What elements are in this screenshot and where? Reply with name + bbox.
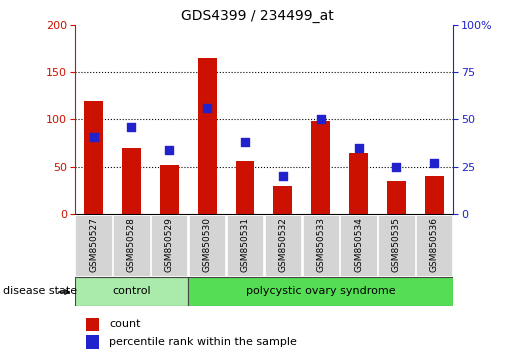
Point bbox=[241, 139, 249, 145]
Bar bbox=[86, 335, 99, 349]
Point bbox=[354, 145, 363, 151]
Bar bbox=[235, 161, 254, 214]
Text: GSM850532: GSM850532 bbox=[279, 217, 287, 272]
Bar bbox=[340, 215, 377, 275]
Text: GSM850533: GSM850533 bbox=[316, 217, 325, 272]
Bar bbox=[189, 215, 226, 275]
Text: GSM850530: GSM850530 bbox=[203, 217, 212, 272]
Bar bbox=[273, 186, 293, 214]
Point bbox=[317, 116, 325, 122]
Point bbox=[279, 173, 287, 179]
Bar bbox=[349, 153, 368, 214]
Bar bbox=[387, 181, 406, 214]
Bar bbox=[151, 215, 187, 275]
Point bbox=[165, 147, 174, 153]
Text: GSM850535: GSM850535 bbox=[392, 217, 401, 272]
Point bbox=[392, 164, 401, 170]
Bar bbox=[425, 176, 444, 214]
Text: GSM850531: GSM850531 bbox=[241, 217, 249, 272]
Text: count: count bbox=[109, 319, 141, 329]
Point bbox=[203, 105, 211, 111]
Text: disease state: disease state bbox=[3, 286, 77, 296]
Bar bbox=[188, 277, 453, 306]
Bar bbox=[311, 121, 330, 214]
Bar bbox=[160, 165, 179, 214]
Text: GSM850527: GSM850527 bbox=[89, 217, 98, 272]
Bar bbox=[75, 215, 112, 275]
Bar bbox=[75, 277, 188, 306]
Text: GSM850536: GSM850536 bbox=[430, 217, 439, 272]
Point bbox=[127, 124, 135, 130]
Bar bbox=[84, 101, 103, 214]
Point bbox=[90, 134, 98, 139]
Text: polycystic ovary syndrome: polycystic ovary syndrome bbox=[246, 286, 396, 296]
Bar bbox=[265, 215, 301, 275]
Text: GSM850534: GSM850534 bbox=[354, 217, 363, 272]
Bar bbox=[227, 215, 263, 275]
Bar bbox=[122, 148, 141, 214]
Bar bbox=[416, 215, 453, 275]
Bar bbox=[113, 215, 150, 275]
Text: GSM850529: GSM850529 bbox=[165, 217, 174, 272]
Text: control: control bbox=[112, 286, 151, 296]
Bar bbox=[198, 58, 217, 214]
Bar bbox=[378, 215, 415, 275]
Bar bbox=[86, 318, 99, 331]
Text: percentile rank within the sample: percentile rank within the sample bbox=[109, 337, 297, 347]
Text: GSM850528: GSM850528 bbox=[127, 217, 136, 272]
Text: GDS4399 / 234499_at: GDS4399 / 234499_at bbox=[181, 9, 334, 23]
Point bbox=[430, 160, 438, 166]
Bar bbox=[302, 215, 339, 275]
